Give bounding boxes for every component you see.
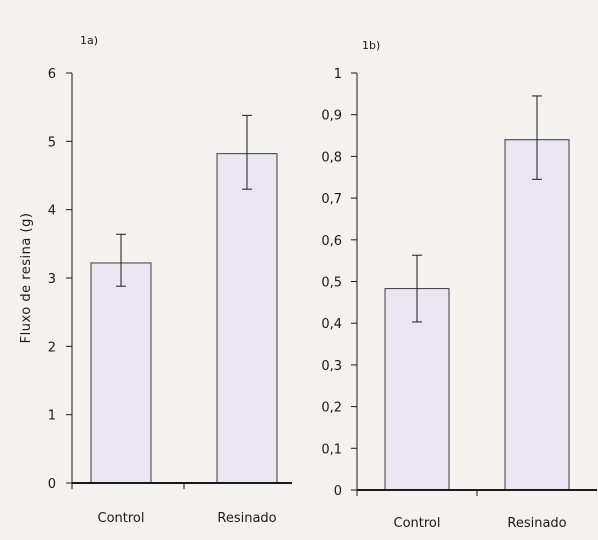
y-tick-label: 0,5 [321,276,342,291]
y-tick-label: 0,4 [321,317,342,332]
y-axis-label: Fluxo de resina (g) [19,213,34,344]
y-tick-label: 0 [48,477,56,492]
bar-resinado [504,139,570,491]
x-tick-label: Resinado [507,516,566,531]
y-tick-label: 0,6 [321,234,342,249]
chart-panel-1a: 1a) Fluxo de resina (g) 0 1 2 3 4 5 6 Control Resi… [19,34,292,526]
bar-control [90,262,152,484]
y-tick-label: 0,1 [321,442,342,457]
y-tick-label: 1 [48,409,56,424]
x-tick-label: Control [394,516,441,531]
x-tick-label: Resinado [217,511,276,526]
y-tick-label: 0,3 [321,359,342,374]
bar-resinado [216,153,278,484]
panel-label: 1a) [80,34,98,47]
panel-label: 1b) [362,39,380,52]
y-tick-label: 3 [48,272,56,287]
y-tick-label: 0,8 [321,150,342,165]
y-tick-label: 0 [334,484,342,499]
y-tick-label: 6 [48,67,56,82]
y-tick-label: 5 [48,135,56,150]
y-tick-label: 0,2 [321,401,342,416]
y-tick-label: 4 [48,204,56,219]
x-tick-label: Control [98,511,145,526]
y-tick-label: 1 [334,67,342,82]
y-tick-label: 2 [48,340,56,355]
y-tick-label: 0,9 [321,109,342,124]
chart-panel-1b: 1b) 0 0,1 0,2 0,3 0,4 0,5 0,6 0,7 0,8 0,9 1 Control R… [321,39,597,531]
y-tick-label: 0,7 [321,192,342,207]
